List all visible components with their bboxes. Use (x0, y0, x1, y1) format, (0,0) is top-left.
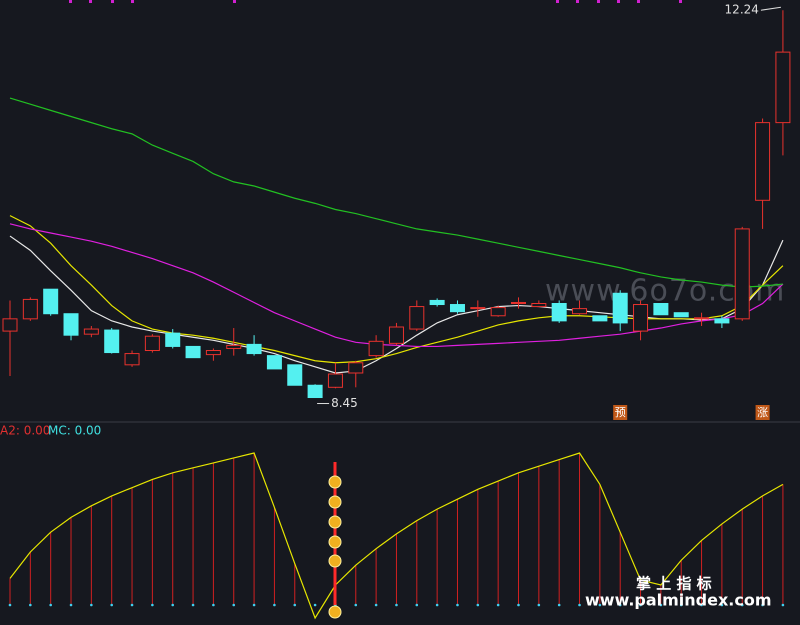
candle-body (226, 344, 242, 349)
candle-body (327, 373, 343, 388)
candle-body (449, 304, 465, 313)
candle-body (694, 317, 710, 320)
baseline-dot (415, 603, 419, 607)
signal-column (328, 462, 342, 619)
baseline-dot (456, 603, 459, 607)
candle-body (470, 307, 486, 310)
price-panel: www.6o7o.com12.248.45预涨 (2, 3, 791, 420)
low-label: 8.45 (331, 396, 358, 410)
candle-body (63, 313, 79, 336)
watermark: 掌 上 指 标 (636, 575, 712, 593)
candle-body (734, 228, 750, 320)
candle-body (368, 340, 384, 357)
candle-body (592, 315, 608, 322)
candle-body (531, 303, 547, 308)
baseline-dot (679, 603, 683, 607)
baseline-dot (578, 603, 581, 607)
baseline-dot (374, 603, 378, 607)
baseline-dot (191, 603, 195, 607)
watermark: www.palmindex.com (585, 591, 772, 610)
candle-body (2, 318, 18, 332)
indicator-line (9, 452, 784, 620)
baseline-dot (740, 603, 744, 607)
baseline-dot (720, 603, 724, 607)
baseline-dot (313, 603, 317, 607)
baseline-dot (273, 603, 276, 607)
indicator-label: A2: 0.00 (0, 424, 50, 438)
baseline-dot (151, 603, 154, 607)
candle-body (205, 350, 221, 356)
candle-body (266, 355, 282, 370)
candle-body (633, 304, 649, 332)
baseline-dot (761, 603, 764, 607)
top-markers (69, 0, 682, 3)
baseline-dot (69, 603, 73, 607)
moving-average (9, 97, 783, 288)
baseline-dot (252, 603, 256, 607)
candle-body (755, 122, 771, 201)
candle-body (144, 335, 160, 352)
baseline-dot (537, 603, 541, 607)
baseline-dot (49, 603, 52, 607)
candle-body (429, 299, 445, 306)
baseline-dot (435, 603, 439, 607)
baseline-dot (598, 603, 602, 607)
baseline-dot (293, 603, 297, 607)
signal-box (755, 405, 770, 420)
candle-body (287, 364, 303, 386)
candle-body (572, 308, 588, 315)
baseline-dot (8, 603, 12, 607)
baseline-dot (90, 603, 93, 607)
baseline-dot (171, 603, 175, 607)
candle-body (551, 303, 567, 322)
baseline-dot (781, 603, 785, 607)
candle-body (348, 362, 364, 374)
baseline-dot (130, 603, 134, 607)
candle-body (612, 292, 628, 324)
baseline-dot (232, 603, 236, 607)
candle-body (511, 301, 526, 305)
signal-label: 涨 (757, 406, 768, 419)
candle-body (775, 51, 791, 124)
signal-label: 预 (615, 406, 626, 419)
baseline-dot (659, 603, 663, 607)
candle-body (165, 332, 181, 347)
high-label: 12.24 (725, 3, 759, 17)
candle-body (653, 303, 669, 316)
indicator-label: MC: 0.00 (48, 424, 101, 438)
candle-body (714, 318, 730, 324)
candle-body (185, 345, 201, 359)
candle-body (673, 312, 689, 318)
signal-box (613, 405, 628, 420)
baseline-dot (476, 603, 480, 607)
baseline-dot (395, 603, 398, 607)
candle-body (83, 328, 99, 335)
baseline-dot (29, 603, 32, 607)
baseline-dot (496, 603, 500, 607)
baseline-dot (700, 603, 703, 607)
candle-body (246, 343, 262, 355)
candle-body (124, 353, 140, 366)
baseline-dot (618, 603, 622, 607)
baseline-dot (212, 603, 215, 607)
candle-body (388, 326, 404, 344)
candle-body (104, 329, 120, 354)
candle-body (307, 384, 323, 399)
moving-average (9, 235, 784, 374)
candle-body (490, 307, 506, 317)
baseline-dot (110, 603, 113, 607)
baseline-dot (354, 603, 358, 607)
moving-average (9, 215, 784, 364)
candle-body (409, 306, 425, 330)
baseline-dot (557, 603, 561, 607)
baseline-dot (517, 603, 520, 607)
candle-body (43, 288, 59, 315)
candle-body (22, 298, 38, 320)
annotation-arrow (760, 6, 781, 11)
baseline-dot (639, 603, 642, 607)
